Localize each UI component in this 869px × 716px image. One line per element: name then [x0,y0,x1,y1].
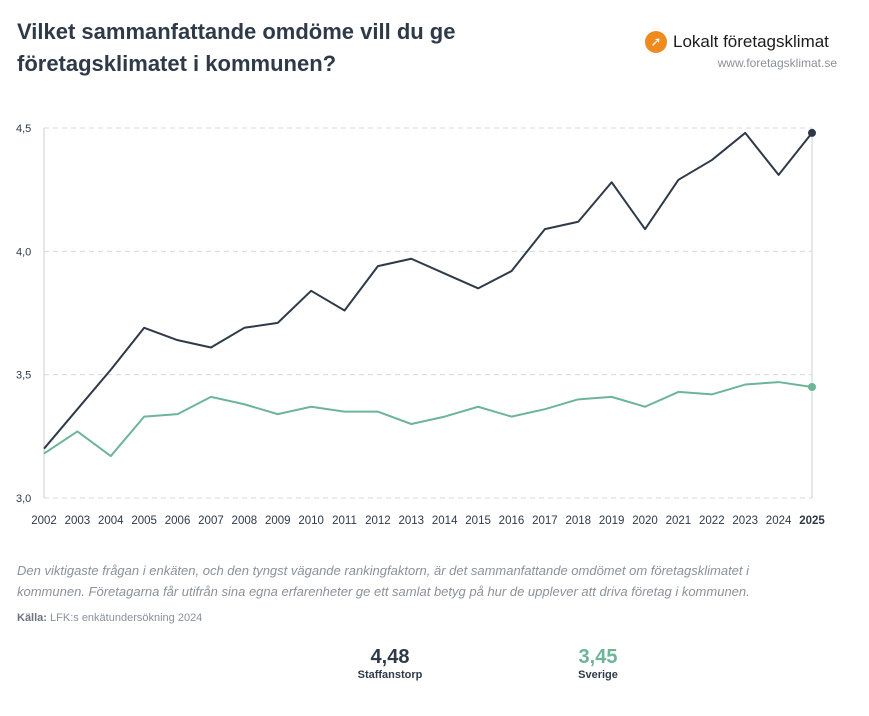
x-tick-label: 2025 [799,515,825,527]
source: Källa: LFK:s enkätundersökning 2024 [17,612,202,624]
line-chart: 3,0 3,5 4,0 4,5 2002 2003 2004 2005 2006 2007 2008… [16,123,825,527]
source-text: LFK:s enkätundersökning 2024 [50,612,203,624]
page-title: Vilket sammanfattande omdöme vill du ge … [17,19,456,76]
stat-value: 4,48 [370,646,410,668]
logo-url[interactable]: www.foretagsklimat.se [717,56,837,70]
y-tick-label: 4,5 [16,123,31,135]
x-tick-label: 2023 [732,515,758,527]
x-tick-label: 2014 [432,515,458,527]
stat-sverige: 3,45 Sverige [538,646,658,681]
x-tick-label: 2016 [499,515,525,527]
x-tick-label: 2004 [98,515,124,527]
stat-staffanstorp: 4,48 Staffanstorp [330,646,450,681]
x-tick-label: 2024 [766,515,792,527]
logo[interactable]: ➚ Lokalt företagsklimat [645,31,829,53]
x-tick-label: 2012 [365,515,391,527]
stat-value: 3,45 [578,646,618,668]
stat-label: Sverige [578,669,618,681]
x-tick-label: 2010 [298,515,324,527]
x-tick-label: 2006 [165,515,191,527]
x-tick-label: 2019 [599,515,625,527]
series-line-staffanstorp [43,131,813,450]
description: Den viktigaste frågan i enkäten, och den… [17,563,750,599]
y-tick-label: 3,0 [16,493,31,505]
x-tick-label: 2003 [65,515,91,527]
logo-name: Lokalt företagsklimat [673,32,829,51]
data-point [808,383,816,391]
x-tick-label: 2013 [399,515,425,527]
y-tick-label: 3,5 [16,370,31,382]
x-tick-label: 2007 [198,515,224,527]
x-tick-label: 2022 [699,515,725,527]
x-tick-label: 2017 [532,515,558,527]
series-line-sverige [43,381,813,458]
logo-icon: ➚ [645,31,667,53]
y-tick-label: 4,0 [16,246,31,258]
x-tick-label: 2021 [666,515,692,527]
x-tick-label: 2015 [465,515,491,527]
x-tick-label: 2008 [232,515,258,527]
x-tick-label: 2002 [31,515,57,527]
data-point [808,128,816,137]
x-tick-label: 2018 [565,515,591,527]
stat-label: Staffanstorp [357,669,423,681]
x-tick-label: 2011 [332,515,357,527]
x-tick-label: 2005 [131,515,157,527]
source-label: Källa: [17,612,47,624]
x-tick-label: 2020 [632,515,658,527]
x-tick-label: 2009 [265,515,291,527]
